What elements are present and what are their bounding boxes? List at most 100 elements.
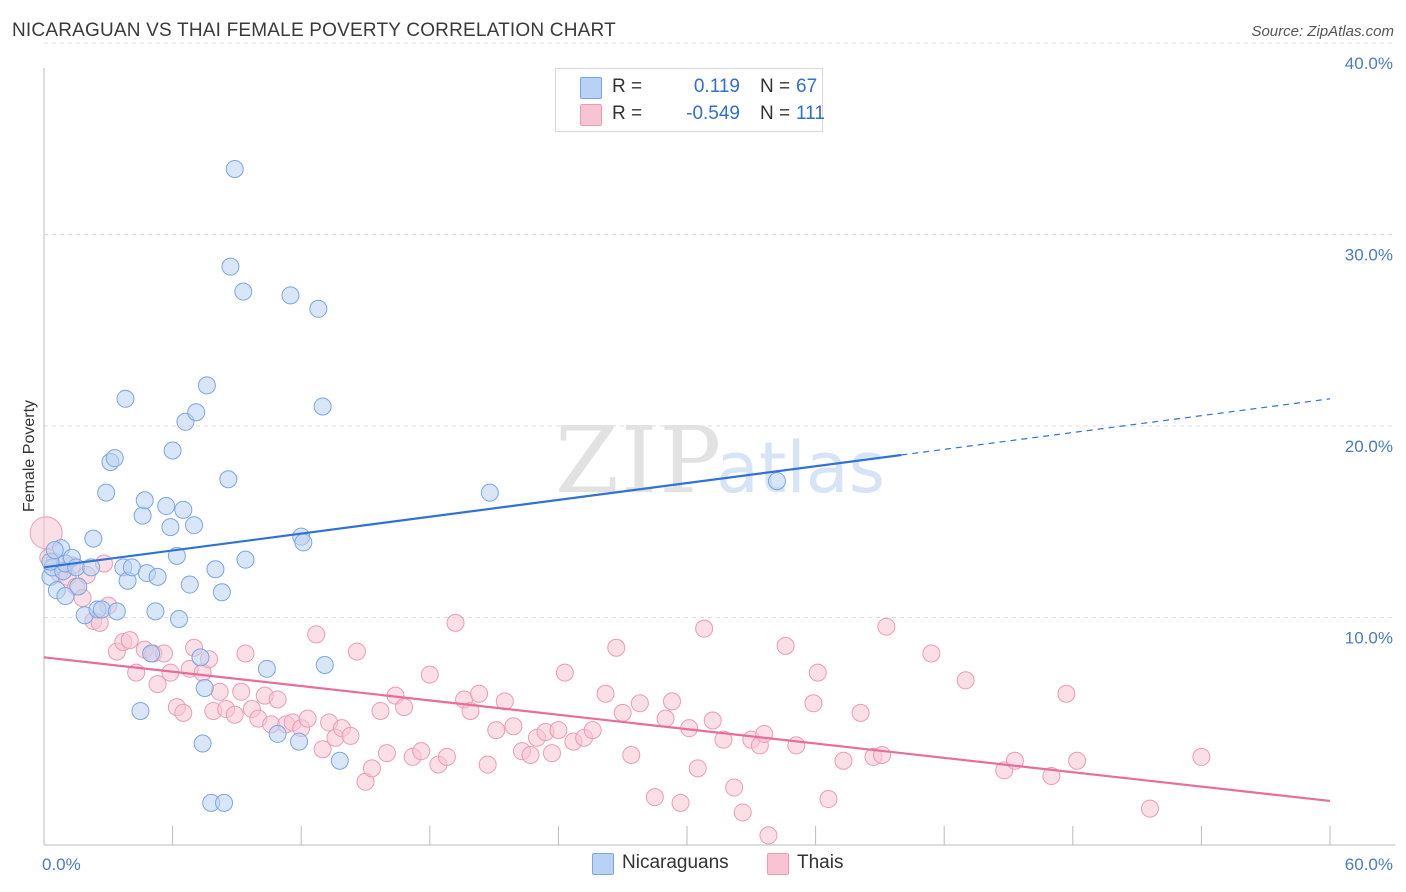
nicaraguans-point [281, 286, 300, 305]
y-tick-label: 10.0% [1345, 629, 1393, 648]
chart-title: NICARAGUAN VS THAI FEMALE POVERTY CORREL… [12, 20, 616, 41]
gridlines [44, 42, 1395, 618]
axes [43, 68, 1395, 846]
thais-point [622, 745, 641, 764]
thais-point [1068, 751, 1087, 770]
thais-point [645, 788, 664, 807]
nicaraguans-point [234, 282, 253, 301]
legend-r-value: -0.549 [686, 103, 740, 124]
thais-point [487, 721, 506, 740]
thais-point [804, 694, 823, 713]
legend-n-value: 67 [796, 76, 818, 97]
thais-point [1057, 684, 1076, 703]
thais-point [412, 742, 431, 761]
nicaraguans-point [309, 299, 328, 318]
nicaraguans-point [84, 529, 103, 548]
thais-point [725, 778, 744, 797]
nicaraguans-trend-extension [901, 398, 1331, 456]
thais-point [1042, 767, 1061, 786]
nicaraguans-point [768, 472, 787, 491]
nicaraguans-point [215, 793, 234, 812]
nicaraguans-points [41, 160, 787, 812]
thais-point [347, 642, 366, 661]
nicaraguans-point [135, 491, 154, 510]
nicaraguans-point [161, 518, 180, 537]
thais-point [583, 721, 602, 740]
thais-point [759, 826, 778, 845]
x-tick-label: 60.0% [1345, 855, 1393, 874]
legend-swatch-blue [580, 77, 602, 99]
thais-point [362, 759, 381, 778]
thais-point [313, 740, 332, 759]
thais-point [607, 638, 626, 657]
nicaraguans-point [197, 376, 216, 395]
thais-point [307, 625, 326, 644]
nicaraguans-point [163, 441, 182, 460]
trend-lines [43, 398, 1331, 803]
nicaraguans-point [157, 497, 176, 516]
nicaraguans-point [257, 659, 276, 678]
thais-point [420, 665, 439, 684]
y-tick-label: 30.0% [1345, 246, 1393, 265]
nicaraguans-point [212, 583, 231, 602]
x-tick-label: 0.0% [42, 855, 81, 874]
nicaraguans-point [122, 558, 141, 577]
thais-point [341, 726, 360, 745]
nicaraguans-point [146, 602, 165, 621]
tick-labels: 10.0% 20.0% 30.0% 40.0% 0.0% 60.0% [42, 54, 1393, 874]
nicaraguans-point [480, 483, 499, 502]
thais-point [613, 703, 632, 722]
nicaraguans-point [180, 575, 199, 594]
thais-point [437, 747, 456, 766]
nicaraguans-point [107, 602, 126, 621]
nicaraguans-point [219, 470, 238, 489]
thais-point [120, 631, 139, 650]
legend-swatch-blue [592, 853, 614, 875]
watermark: ZIP atlas [555, 407, 885, 514]
thais-point [671, 793, 690, 812]
thais-point [371, 701, 390, 720]
legend-label-nicaraguans: Nicaraguans [622, 852, 729, 873]
thais-point [630, 694, 649, 713]
thais-point [555, 663, 574, 682]
nicaraguans-point [69, 577, 88, 596]
nicaraguans-point [195, 678, 214, 697]
legend-r-value: 0.119 [693, 76, 740, 97]
y-axis-label: Female Poverty [21, 400, 38, 512]
nicaraguans-point [148, 567, 167, 586]
thais-point [834, 751, 853, 770]
thais-point [695, 619, 714, 638]
nicaraguans-point [97, 483, 116, 502]
nicaraguans-point [105, 449, 124, 468]
thais-point [210, 682, 229, 701]
thais-point [873, 745, 892, 764]
nicaraguans-point [167, 546, 186, 565]
thais-point [225, 705, 244, 724]
y-tick-label: 20.0% [1345, 437, 1393, 456]
thais-point [808, 663, 827, 682]
thais-point [174, 703, 193, 722]
thais-trend-line [43, 656, 1331, 803]
thais-point [688, 759, 707, 778]
nicaraguans-point [313, 397, 332, 416]
thais-point [733, 803, 752, 822]
nicaraguans-point [206, 560, 225, 579]
thais-point [377, 744, 396, 763]
nicaraguans-point [116, 389, 135, 408]
source-label: Source: ZipAtlas.com [1251, 23, 1394, 40]
thais-point [148, 675, 167, 694]
nicaraguans-point [191, 648, 210, 667]
legend-n-label: N = [760, 76, 791, 97]
thais-point [268, 690, 287, 709]
thais-point [504, 717, 523, 736]
legend-r-label: R = [612, 103, 643, 124]
thais-point [851, 703, 870, 722]
legend-swatch-pink [580, 104, 602, 126]
correlation-legend: R = 0.119 N = 67 R = -0.549 N = 111 [555, 68, 825, 132]
legend-n-label: N = [760, 103, 791, 124]
thais-point [549, 721, 568, 740]
thais-point [395, 698, 414, 717]
thais-point [478, 755, 497, 774]
thais-point [776, 636, 795, 655]
thais-point [656, 709, 675, 728]
